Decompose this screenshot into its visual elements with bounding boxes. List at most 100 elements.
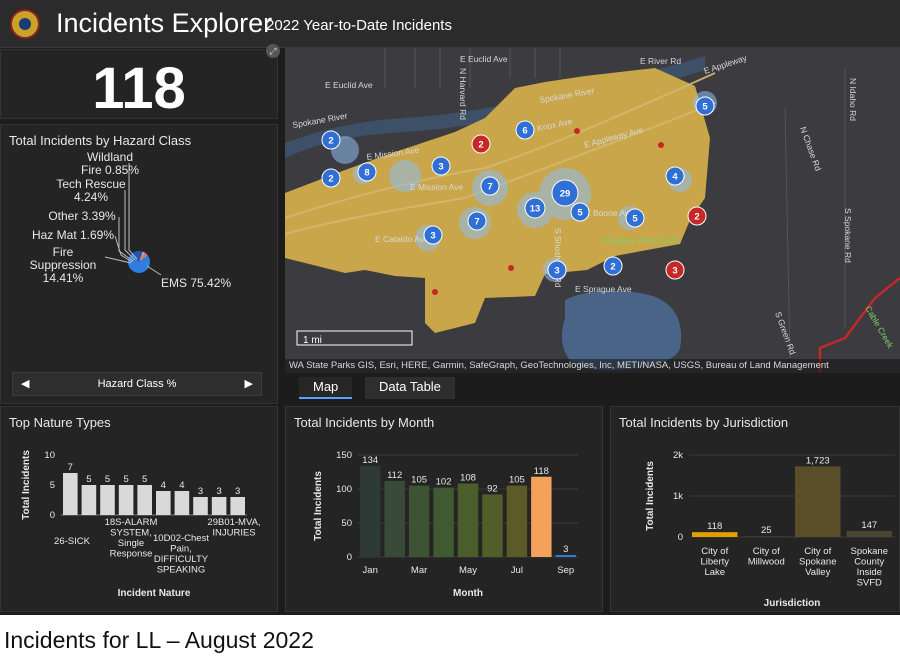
cluster-count: 13	[530, 204, 541, 215]
nature-bar[interactable]	[174, 491, 190, 515]
bar-value-label: 5	[86, 474, 91, 485]
x-axis-label: Incident Nature	[118, 588, 191, 599]
y-axis-label: Total Incidents	[645, 461, 656, 531]
x-tick-label: Single	[118, 538, 144, 549]
prev-arrow-icon[interactable]: ◀	[21, 378, 30, 390]
incident-cluster-marker[interactable]	[471, 134, 491, 154]
bar-value-label: 147	[861, 520, 877, 531]
cluster-count: 7	[487, 182, 492, 193]
x-tick-label: City of	[804, 546, 831, 557]
bar-value-label: 5	[123, 474, 128, 485]
incident-cluster-marker[interactable]	[547, 260, 567, 280]
cluster-count: 8	[364, 168, 369, 179]
month-bar-jun[interactable]	[482, 494, 503, 557]
month-bar-apr[interactable]	[433, 487, 454, 557]
jurisdiction-bar[interactable]	[846, 530, 893, 537]
cluster-count: 2	[694, 212, 699, 223]
incident-map[interactable]: E Euclid Ave E Euclid Ave E River Rd E Appl…	[285, 48, 900, 373]
jurisdiction-bar[interactable]	[795, 466, 841, 537]
incident-cluster-marker[interactable]	[480, 176, 500, 196]
road-label: E River Rd	[640, 56, 681, 66]
incident-cluster-marker[interactable]	[321, 130, 341, 150]
total-incidents-value: 118	[92, 56, 186, 121]
nature-bar[interactable]	[100, 485, 115, 515]
x-tick-label: City of	[753, 546, 780, 557]
label-wildland-line1: Wildland	[86, 150, 134, 164]
x-tick-label: County	[854, 557, 884, 568]
month-bar-mar[interactable]	[408, 485, 430, 557]
dashboard: Incidents Explorer 2022 Year-to-Date Inc…	[0, 0, 900, 615]
cluster-count: 5	[577, 208, 583, 219]
label-haz-mat: Haz Mat 1.69%	[31, 228, 115, 242]
pie-slice-haz-mat[interactable]	[139, 251, 143, 262]
incident-cluster-marker[interactable]	[524, 197, 546, 219]
incident-cluster-marker[interactable]	[551, 179, 579, 207]
month-bar-feb[interactable]	[384, 480, 405, 557]
month-bar-chart[interactable]: 0 50 100 150 134 112 105 102 108 92 105 118 3 Jan Mar M…	[286, 407, 604, 613]
label-fire-suppression: Fire Suppression 14.41%	[23, 246, 103, 285]
jurisdiction-bar[interactable]	[743, 535, 790, 537]
x-tick-label: Valley	[805, 567, 830, 578]
nature-bar[interactable]	[118, 485, 134, 515]
nature-bar[interactable]	[156, 491, 171, 515]
incident-cluster-marker[interactable]	[467, 211, 487, 231]
incident-point-marker[interactable]	[508, 265, 514, 271]
incident-cluster-marker[interactable]	[423, 225, 443, 245]
slide-caption: Incidents for LL – August 2022	[4, 627, 314, 653]
x-tick-label: 26-SICK	[54, 536, 91, 547]
nature-bar-chart[interactable]: 0 5 10 7 5 5 5 5 4 4 3 3 3 26-SICK 18S-ALARMSYSTEM,Sin…	[1, 407, 279, 613]
month-bar-sep[interactable]	[555, 554, 576, 557]
appleway-road	[285, 72, 716, 219]
hazard-pie-chart[interactable]	[1, 125, 279, 405]
incident-cluster-marker[interactable]	[570, 202, 590, 222]
month-bar-jul[interactable]	[506, 485, 528, 557]
nature-bar[interactable]	[63, 473, 78, 515]
nature-bar[interactable]	[230, 497, 245, 515]
nature-bar[interactable]	[211, 497, 227, 515]
nature-bar[interactable]	[137, 485, 152, 515]
incidents-by-jurisdiction-panel: Total Incidents by Jurisdiction 0 1k 2k 118…	[610, 406, 900, 612]
incident-cluster-marker[interactable]	[515, 120, 535, 140]
month-bar-may[interactable]	[457, 483, 479, 557]
incident-cluster-marker[interactable]	[321, 168, 341, 188]
incident-point-marker[interactable]	[432, 289, 438, 295]
app-header: Incidents Explorer 2022 Year-to-Date Inc…	[0, 0, 900, 48]
incident-cluster-marker[interactable]	[695, 96, 715, 116]
month-bar-jan[interactable]	[360, 465, 381, 557]
pie-slice-wildland-fire[interactable]	[139, 254, 148, 262]
x-tick-label: 18S-ALARM	[105, 517, 158, 528]
scale-bar	[296, 330, 413, 346]
incident-cluster-marker[interactable]	[357, 162, 377, 182]
map-tabs: Map Data Table	[285, 373, 900, 403]
incident-cluster-marker[interactable]	[665, 260, 685, 280]
tab-data-table[interactable]: Data Table	[365, 377, 455, 399]
pie-slice-tech-rescue[interactable]	[139, 252, 148, 262]
month-bar-aug[interactable]	[531, 476, 552, 557]
incident-cluster-marker[interactable]	[603, 256, 623, 276]
cluster-count: 6	[522, 126, 527, 137]
cluster-count: 4	[672, 172, 678, 183]
cluster-count: 3	[438, 162, 443, 173]
nature-bar[interactable]	[81, 485, 97, 515]
incident-cluster-marker[interactable]	[665, 166, 685, 186]
incident-cluster-marker[interactable]	[687, 206, 707, 226]
jurisdiction-bar[interactable]	[692, 532, 738, 537]
bar-value-label: 5	[142, 474, 147, 485]
pie-slice-other[interactable]	[139, 251, 146, 262]
incident-cluster-marker[interactable]	[625, 208, 645, 228]
bar-value-label: 118	[534, 466, 549, 477]
next-arrow-icon[interactable]: ▶	[244, 378, 253, 390]
bar-value-label: 1,723	[806, 455, 830, 466]
incident-cluster-marker[interactable]	[431, 156, 451, 176]
tab-map[interactable]: Map	[299, 377, 353, 399]
nature-bar[interactable]	[193, 497, 208, 515]
scale-label: 1 mi	[303, 335, 322, 346]
incident-point-marker[interactable]	[658, 142, 664, 148]
incident-point-marker[interactable]	[574, 128, 580, 134]
pie-slice-fire-suppression[interactable]	[132, 251, 142, 262]
road-line	[784, 107, 791, 359]
expand-icon[interactable]: ⤢	[266, 44, 280, 58]
cluster-count: 7	[474, 217, 479, 228]
